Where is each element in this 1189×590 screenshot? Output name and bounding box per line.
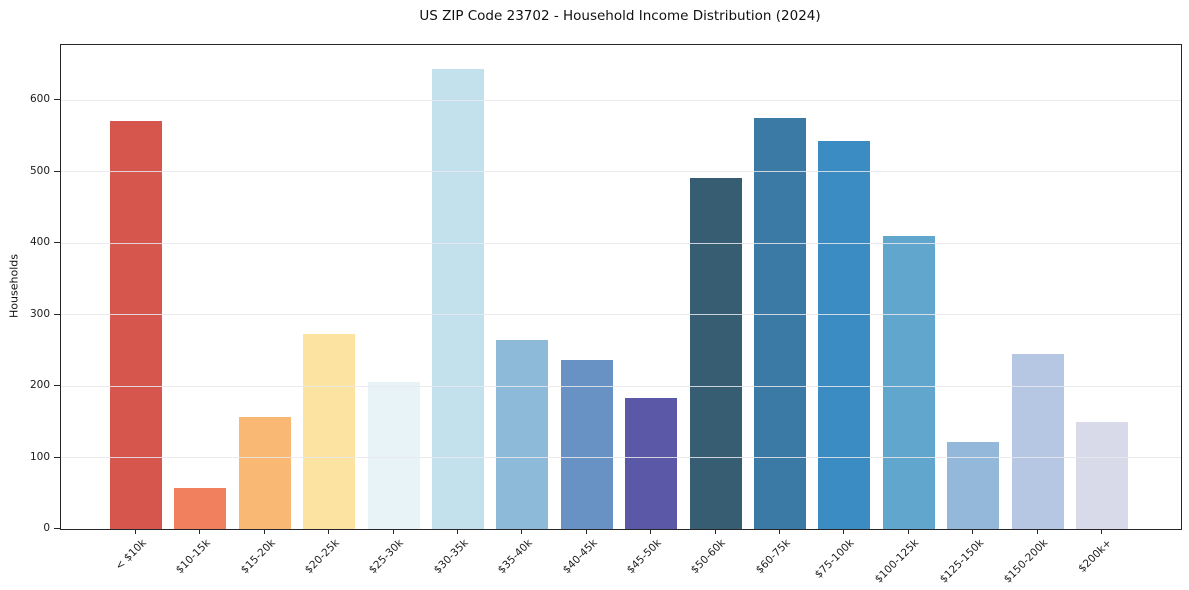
x-tick-mark (585, 529, 587, 534)
y-tick-mark (54, 99, 60, 101)
y-tick-mark (54, 528, 60, 529)
bar (238, 416, 291, 529)
x-tick-label: < $10k (112, 537, 149, 573)
bar (754, 117, 806, 529)
x-tick-label: $40-45k (560, 537, 600, 577)
y-tick-mark (54, 242, 60, 244)
chart-title: US ZIP Code 23702 - Household Income Dis… (419, 8, 821, 24)
y-tick-label: 300 (29, 307, 50, 320)
y-tick-label: 400 (29, 236, 50, 249)
x-tick-label: $200k+ (1076, 537, 1115, 575)
x-tick-mark (907, 529, 909, 534)
y-tick-label: 200 (29, 379, 50, 392)
bar (818, 140, 871, 529)
x-tick-label: $35-40k (495, 537, 535, 577)
y-tick-label: 600 (29, 93, 50, 106)
plot-area (60, 44, 1182, 530)
bar (1011, 353, 1064, 529)
y-tick-mark (54, 170, 60, 172)
x-tick-label: $125-150k (937, 537, 986, 586)
x-tick-mark (1101, 529, 1102, 534)
x-tick-label: $60-75k (753, 537, 793, 577)
bar (367, 381, 420, 529)
x-tick-mark (779, 529, 780, 534)
bar (1076, 421, 1128, 529)
y-tick-label: 0 (43, 522, 50, 534)
y-gridline (61, 314, 1181, 316)
x-tick-label: $20-25k (302, 537, 342, 577)
bar (560, 359, 613, 529)
x-tick-mark (392, 529, 394, 534)
x-tick-label: $75-100k (813, 537, 857, 581)
x-tick-mark (328, 529, 330, 534)
y-tick-mark (54, 385, 60, 387)
y-gridline (61, 99, 1181, 101)
x-tick-mark (714, 529, 716, 534)
bar (689, 177, 742, 529)
bar (496, 339, 549, 529)
bar (110, 120, 162, 529)
x-tick-mark (135, 529, 136, 534)
y-tick-label: 500 (29, 164, 50, 177)
bar (625, 398, 678, 529)
bar (303, 333, 356, 529)
x-tick-mark (263, 529, 265, 534)
bar (882, 235, 935, 529)
y-gridline (61, 242, 1181, 244)
x-tick-label: $15-20k (238, 537, 278, 577)
y-gridline (61, 385, 1181, 387)
y-tick-mark (54, 313, 60, 315)
x-tick-mark (457, 529, 458, 534)
x-tick-label: $45-50k (624, 537, 664, 577)
x-tick-label: $25-30k (367, 537, 407, 577)
y-gridline (61, 457, 1181, 459)
x-tick-label: $150-200k (1001, 537, 1051, 586)
y-tick-label: 100 (29, 450, 50, 463)
bar (432, 69, 484, 529)
bar (174, 488, 227, 529)
y-gridline (61, 171, 1181, 173)
x-tick-label: $100-125k (872, 537, 922, 586)
x-tick-mark (650, 529, 652, 534)
x-tick-label: $30-35k (431, 537, 471, 577)
x-tick-mark (843, 529, 845, 534)
x-tick-mark (1036, 529, 1038, 534)
x-tick-mark (521, 529, 523, 534)
bar (947, 441, 1000, 529)
x-tick-label: $10-15k (173, 537, 213, 577)
y-tick-mark (54, 456, 60, 458)
x-tick-mark (199, 529, 201, 534)
x-tick-mark (972, 529, 974, 534)
x-tick-label: $50-60k (689, 537, 729, 577)
